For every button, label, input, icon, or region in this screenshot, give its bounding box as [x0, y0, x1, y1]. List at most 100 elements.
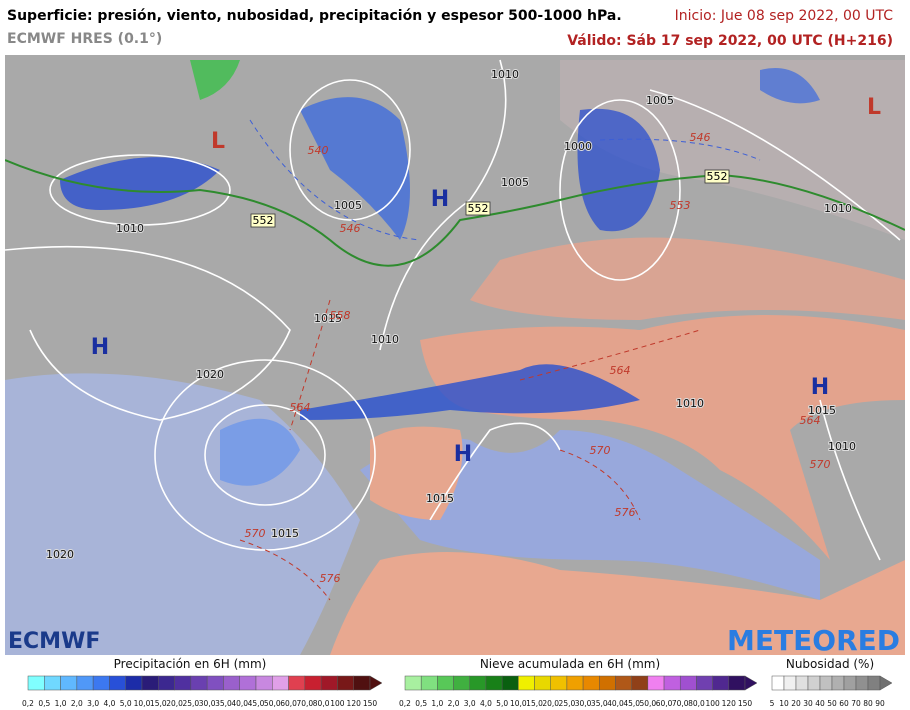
isobar-label: 1010: [491, 68, 519, 81]
legend-tick: 120: [722, 699, 737, 708]
legend-swatch: [783, 675, 797, 691]
legend-tick: 80,0: [313, 699, 330, 708]
legend-tick: 20,0: [542, 699, 559, 708]
legend-tick: 50,0: [264, 699, 281, 708]
legend-swatch: [125, 675, 143, 691]
legend-swatch: [647, 675, 665, 691]
legend-swatch: [404, 675, 422, 691]
legend-swatch: [437, 675, 454, 691]
legend-tick: 30,0: [575, 699, 592, 708]
legend-tick: 30,0: [199, 699, 216, 708]
pressure-center: H: [811, 375, 829, 400]
legend-tick: 20: [791, 699, 801, 708]
legend-tick: 70,0: [672, 699, 689, 708]
legend-tick: 150: [363, 699, 378, 708]
legend-swatch: [158, 675, 175, 691]
legend-swatch: [566, 675, 584, 691]
isobar-label: 1000: [564, 140, 592, 153]
legend-tick: 25,0: [183, 699, 200, 708]
legend-tick: 45,0: [623, 699, 640, 708]
legend-swatch: [631, 675, 649, 691]
legend-tick: 10: [779, 699, 789, 708]
legend-swatch: [867, 675, 881, 691]
isobar-label: 1020: [46, 548, 74, 561]
legend-swatch: [420, 675, 438, 691]
logo-ecmwf: ECMWF: [8, 629, 100, 654]
isobar-label: 1010: [371, 333, 399, 346]
thickness-label: 576: [320, 572, 341, 585]
legend-swatch: [771, 675, 785, 691]
legend-swatch: [831, 675, 845, 691]
legend-tick: 80: [863, 699, 873, 708]
legend-swatch: [27, 675, 45, 691]
legend-swatch: [206, 675, 224, 691]
isobar-label: 1010: [828, 440, 856, 453]
thickness-label: 564: [610, 364, 631, 377]
thickness-label: 570: [590, 444, 611, 457]
legend-swatch: [550, 675, 568, 691]
legend-swatch: [92, 675, 110, 691]
legend-tick: 45,0: [248, 699, 265, 708]
legend-tick: 100: [705, 699, 720, 708]
legend-tick: 0,2: [22, 699, 34, 708]
legend-swatch: [795, 675, 809, 691]
init-time: Inicio: Jue 08 sep 2022, 00 UTC: [675, 8, 894, 24]
legend-tick: 15,0: [150, 699, 167, 708]
pressure-center: L: [867, 95, 881, 120]
legend-swatch: [534, 675, 551, 691]
thickness-label: 546: [690, 131, 711, 144]
logo-meteored: METEORED: [727, 624, 900, 657]
legend-title: Precipitación en 6H (mm): [114, 657, 267, 671]
pressure-center: H: [454, 442, 472, 467]
legend-swatch: [190, 675, 208, 691]
legend-swatch: [501, 675, 519, 691]
legend-tick: 3,0: [464, 699, 476, 708]
isobar-label: 1010: [676, 397, 704, 410]
legend-tick: 80,0: [688, 699, 705, 708]
isobar-label: 1020: [196, 368, 224, 381]
legend-swatch: [223, 675, 240, 691]
legends: Precipitación en 6H (mm) 0,2 0,5 1,0 2,0 3,0 4…: [22, 657, 893, 708]
legend-tick: 50,0: [640, 699, 657, 708]
pressure-center: H: [91, 335, 109, 360]
legend-swatch: [696, 675, 713, 691]
legend-swatch: [141, 675, 159, 691]
legend-tick: 100: [330, 699, 345, 708]
isobar-label: 1015: [271, 527, 299, 540]
legend-swatch: [239, 675, 257, 691]
legend-swatch: [304, 675, 322, 691]
legend-tick: 70,0: [297, 699, 314, 708]
legend-tick: 70: [851, 699, 861, 708]
legend-swatch: [843, 675, 857, 691]
legend-tick: 90: [875, 699, 885, 708]
legend-swatch: [582, 675, 600, 691]
legend-tick: 0,2: [399, 699, 411, 708]
thickness-label: 558: [330, 309, 351, 322]
legend-tick: 4,0: [480, 699, 492, 708]
legend-tick: 0,5: [38, 699, 50, 708]
legend-tick: 20,0: [166, 699, 183, 708]
thickness-box: [465, 201, 491, 216]
legend-swatch: [663, 675, 681, 691]
legend-tick: 40: [815, 699, 825, 708]
thickness-label: 553: [670, 199, 691, 212]
thickness-label: 552: [253, 214, 274, 227]
title: Superficie: presión, viento, nubosidad, …: [7, 8, 622, 24]
legend-tick: 25,0: [559, 699, 576, 708]
legend-tick: 3,0: [87, 699, 99, 708]
legend-tick: 15,0: [526, 699, 543, 708]
legend-swatch: [255, 675, 273, 691]
legend-swatch: [728, 675, 746, 691]
thickness-label: 546: [340, 222, 361, 235]
legend-tick: 120: [347, 699, 362, 708]
legend-arrow: [879, 675, 893, 691]
isobar-label: 1005: [334, 199, 362, 212]
legend-tick: 50: [827, 699, 837, 708]
thickness-label: 570: [245, 527, 266, 540]
legend-tick: 150: [738, 699, 753, 708]
legend-tick: 10,0: [134, 699, 151, 708]
legend-tick: 1,0: [55, 699, 67, 708]
isobar-label: 1005: [646, 94, 674, 107]
legend-tick: 35,0: [215, 699, 232, 708]
